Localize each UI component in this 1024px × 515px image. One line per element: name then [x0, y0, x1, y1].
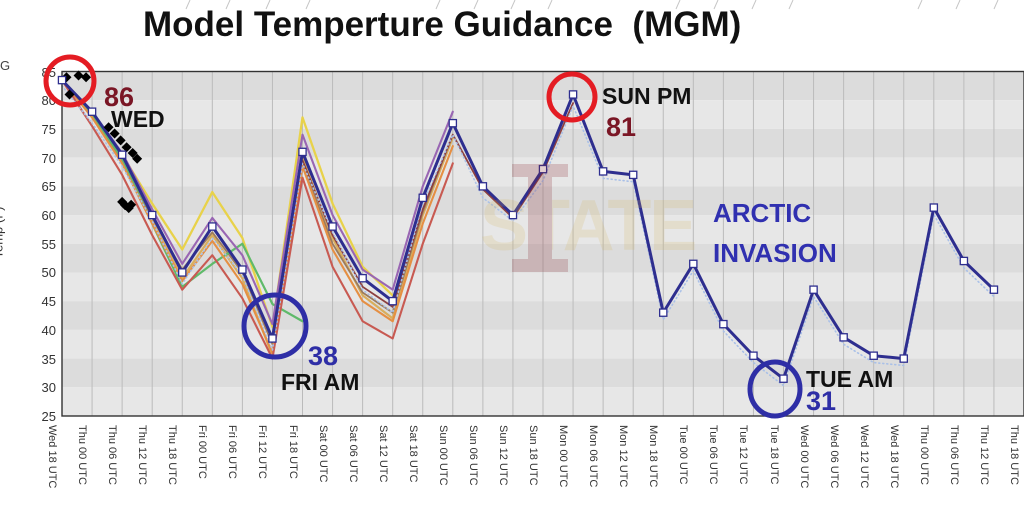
- svg-text:STATE: STATE: [480, 186, 695, 266]
